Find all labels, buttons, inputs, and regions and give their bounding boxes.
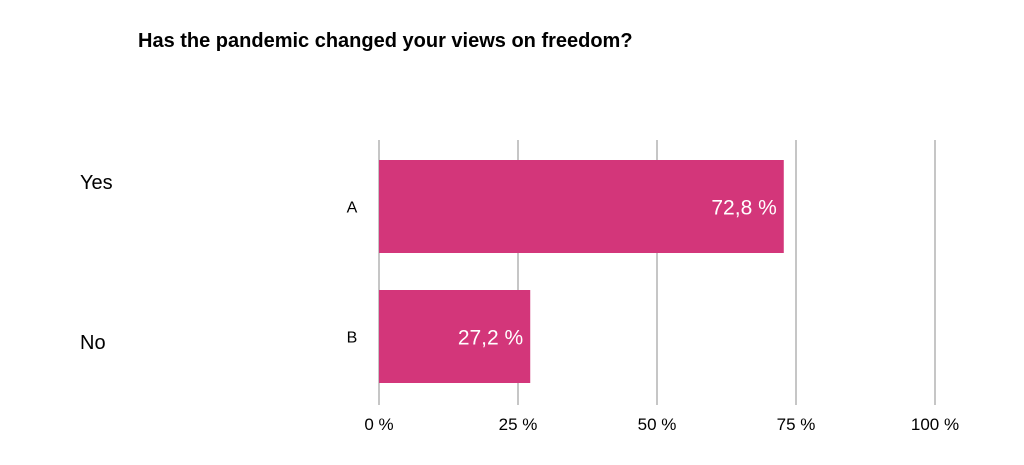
answer-label-no: No [80,332,106,354]
answer-label-yes: Yes [80,172,113,194]
bar-value-label: 72,8 % [711,197,776,220]
x-tick-label: 50 % [638,415,677,434]
chart-title: Has the pandemic changed your views on f… [138,30,633,52]
category-label: A [347,200,358,217]
bar-b [379,290,531,383]
bar-a [379,160,784,253]
x-tick-label: 75 % [777,415,816,434]
x-tick-label: 0 % [364,415,393,434]
x-tick-label: 25 % [499,415,538,434]
bar-value-label: 27,2 % [458,327,523,350]
x-tick-label: 100 % [911,415,959,434]
category-label: B [347,330,358,347]
